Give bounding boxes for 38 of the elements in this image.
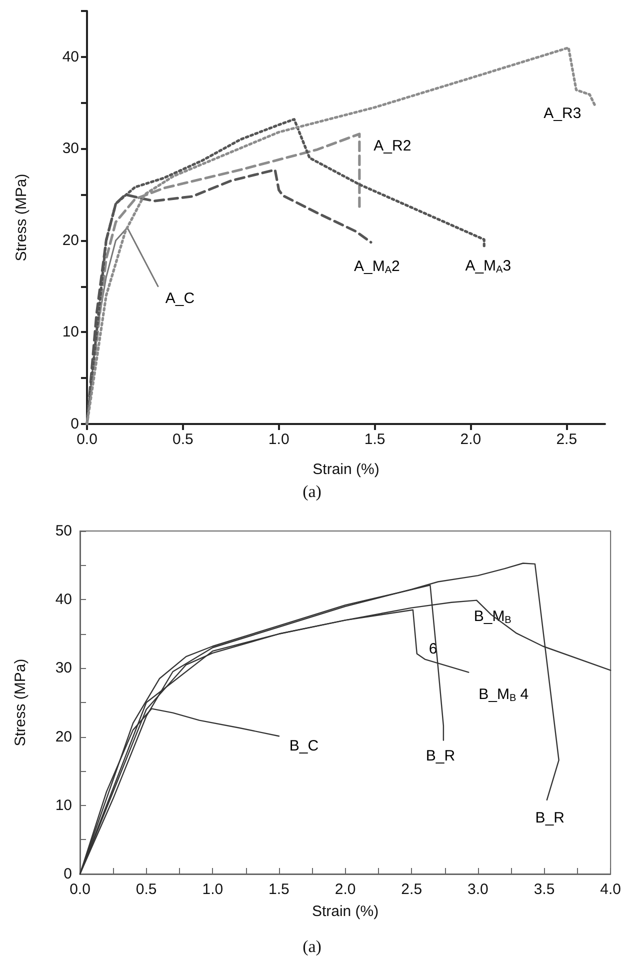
y-tick-label: 20 bbox=[55, 728, 72, 746]
y-tick-label: 40 bbox=[55, 591, 72, 608]
x-tick-label: 1.0 bbox=[202, 881, 224, 898]
y-tick-label: 20 bbox=[62, 232, 79, 249]
x-tick-label: 1.5 bbox=[268, 881, 290, 898]
x-axis-title: Strain (%) bbox=[312, 461, 380, 478]
y-tick-label: 0 bbox=[70, 416, 79, 432]
x-tick-label: 0.5 bbox=[136, 881, 157, 898]
series-label: B_C bbox=[289, 738, 319, 755]
y-tick-label: 40 bbox=[62, 48, 79, 66]
x-tick-label: 3.5 bbox=[534, 881, 555, 898]
y-tick-label: 30 bbox=[62, 140, 79, 158]
x-axis-title: Strain (%) bbox=[312, 903, 379, 920]
y-axis-title: Stress (MPa) bbox=[12, 658, 29, 746]
x-tick-label: 1.0 bbox=[268, 431, 290, 448]
y-tick-label: 30 bbox=[55, 660, 72, 677]
series-label: A_C bbox=[165, 290, 195, 307]
x-tick-label: 2.5 bbox=[556, 431, 578, 448]
x-tick-label: 4.0 bbox=[600, 881, 622, 898]
y-tick-label: 10 bbox=[55, 796, 72, 814]
text: (a) bbox=[302, 482, 322, 501]
x-tick-label: 0.5 bbox=[172, 431, 194, 448]
x-tick-label: 0.0 bbox=[70, 881, 90, 898]
x-tick-label: 0.0 bbox=[76, 431, 98, 448]
y-tick-label: 50 bbox=[55, 522, 72, 540]
y-tick-label: 0 bbox=[64, 866, 72, 882]
x-tick-label: 2.0 bbox=[460, 431, 482, 448]
series-label: B_R bbox=[426, 748, 456, 765]
series-label: A_R2 bbox=[374, 137, 412, 154]
y-axis-title: Stress (MPa) bbox=[13, 174, 30, 262]
text: (a) bbox=[302, 937, 322, 956]
series-label: B_R bbox=[535, 809, 565, 826]
x-tick-label: 2.0 bbox=[334, 881, 356, 898]
series-label: A_R3 bbox=[544, 104, 582, 122]
x-tick-label: 2.5 bbox=[401, 881, 422, 898]
y-tick-label: 10 bbox=[62, 324, 79, 341]
x-tick-label: 1.5 bbox=[364, 431, 386, 448]
x-tick-label: 3.0 bbox=[468, 881, 488, 898]
